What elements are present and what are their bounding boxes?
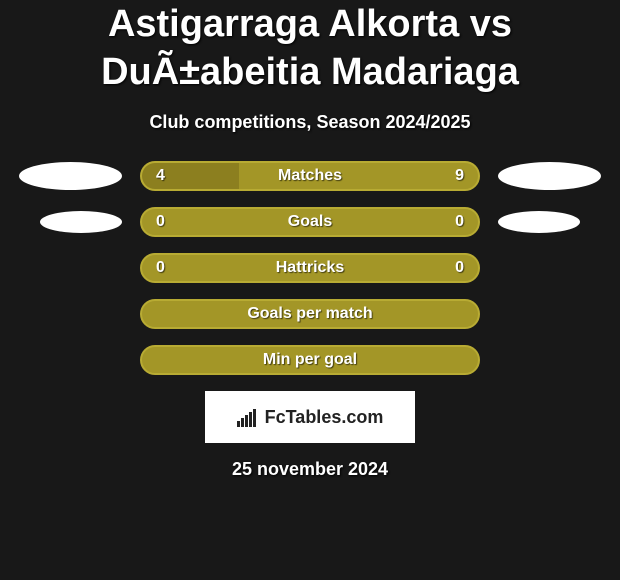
stat-label: Matches bbox=[142, 167, 478, 185]
stat-bar: 00Hattricks bbox=[140, 253, 480, 283]
stat-label: Goals per match bbox=[142, 305, 478, 323]
brand-text: FcTables.com bbox=[265, 407, 384, 428]
team-badge-left bbox=[19, 162, 122, 190]
team-badge-right bbox=[498, 211, 580, 233]
team-badge-left bbox=[40, 211, 122, 233]
brand-label: FcTables.com bbox=[237, 407, 384, 428]
stat-row: 00Hattricks bbox=[10, 253, 610, 283]
stat-row: Goals per match bbox=[10, 299, 610, 329]
stat-label: Hattricks bbox=[142, 259, 478, 277]
stat-label: Goals bbox=[142, 213, 478, 231]
stat-bar: Min per goal bbox=[140, 345, 480, 375]
stat-bar: 00Goals bbox=[140, 207, 480, 237]
page-title: Astigarraga Alkorta vs DuÃ±abeitia Madar… bbox=[0, 0, 620, 96]
stat-row: 00Goals bbox=[10, 207, 610, 237]
brand-box: FcTables.com bbox=[205, 391, 415, 443]
stat-label: Min per goal bbox=[142, 351, 478, 369]
stat-row: Min per goal bbox=[10, 345, 610, 375]
chart-bars-icon bbox=[237, 409, 259, 427]
stat-bar: 49Matches bbox=[140, 161, 480, 191]
team-badge-right bbox=[498, 162, 601, 190]
page-subtitle: Club competitions, Season 2024/2025 bbox=[0, 112, 620, 133]
stat-bar: Goals per match bbox=[140, 299, 480, 329]
stat-row: 49Matches bbox=[10, 161, 610, 191]
date-label: 25 november 2024 bbox=[0, 459, 620, 480]
stats-block: 49Matches 00Goals 00Hattricks Goals per mat… bbox=[10, 161, 610, 375]
